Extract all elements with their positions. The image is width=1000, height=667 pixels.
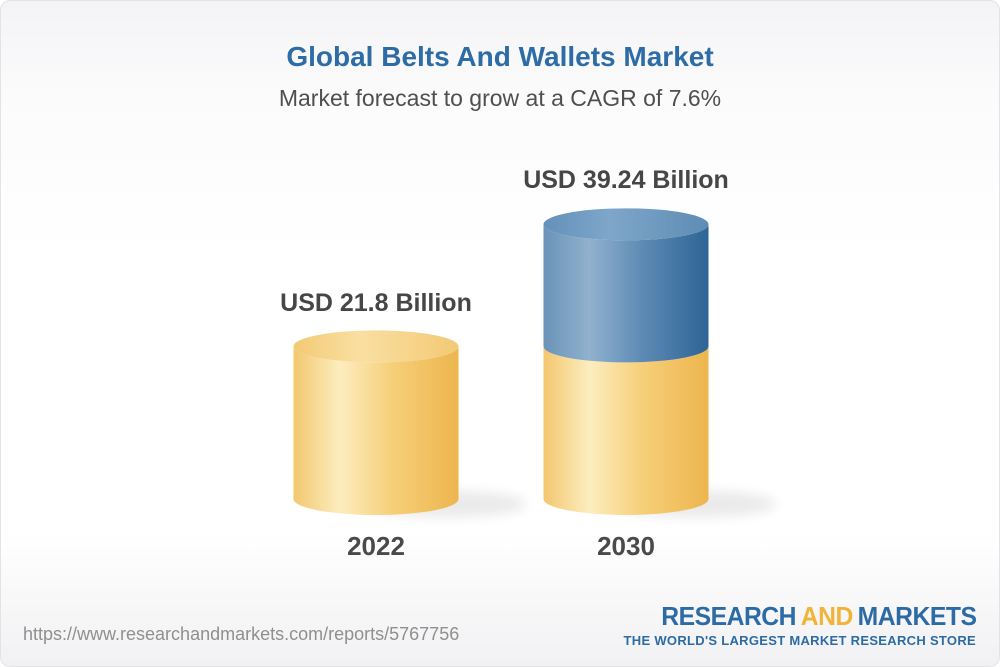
logo-word-and: AND — [800, 601, 853, 631]
cylinder-segment-yellow-2022 — [293, 346, 459, 515]
cylinder-top-2030 — [543, 208, 709, 241]
report-url-link[interactable]: https://www.researchandmarkets.com/repor… — [23, 624, 460, 644]
page-title: Global Belts And Wallets Market — [286, 41, 714, 72]
page-subtitle: Market forecast to grow at a CAGR of 7.6… — [278, 85, 722, 111]
cylinder-segment-blue-2030 — [543, 224, 709, 363]
logo-word-research: RESEARCH — [660, 601, 796, 631]
bar-category-label-2030: 2030 — [597, 531, 655, 561]
bar-category-label-2022: 2022 — [347, 531, 405, 561]
bar-value-label-2022: USD 21.8 Billion — [280, 289, 472, 317]
logo-wordmark: RESEARCH AND MARKETS — [641, 601, 977, 631]
bar-value-label-2030: USD 39.24 Billion — [523, 166, 729, 194]
logo-word-markets: MARKETS — [857, 601, 976, 631]
cylinder-segment-yellow-2030 — [543, 346, 709, 515]
logo-tagline: THE WORLD'S LARGEST MARKET RESEARCH STOR… — [623, 633, 976, 648]
cylinder-top-2022 — [293, 330, 459, 363]
research-and-markets-logo[interactable]: RESEARCH AND MARKETS THE WORLD'S LARGEST M… — [623, 601, 977, 648]
